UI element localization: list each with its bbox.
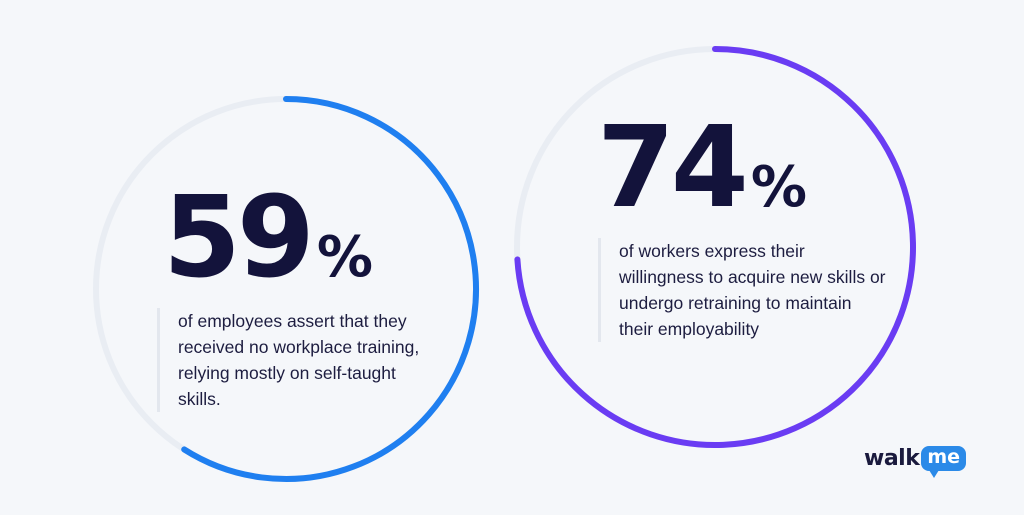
stat-number-1: 59 xyxy=(163,173,315,303)
logo-me-badge: me xyxy=(921,446,967,478)
ring-progress-2 xyxy=(514,46,916,448)
ring-progress-1 xyxy=(181,96,479,482)
stat-description-2: of workers express their willingness to … xyxy=(598,238,889,342)
logo-walk-text: walk xyxy=(864,446,920,471)
walkme-logo: walk me xyxy=(864,446,967,478)
logo-speech-tail-icon xyxy=(929,469,940,478)
stat-value-1: 59% xyxy=(163,182,373,294)
stat-description-1: of employees assert that they received n… xyxy=(157,308,438,412)
stat-percent-sign-2: % xyxy=(750,155,807,220)
logo-me-text: me xyxy=(927,446,961,469)
stat-number-2: 74 xyxy=(597,103,749,233)
stat-value-2: 74% xyxy=(597,112,807,224)
stat-percent-sign-1: % xyxy=(316,225,373,290)
